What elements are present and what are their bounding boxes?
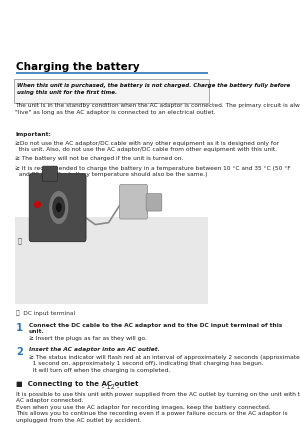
Text: ≥Do not use the AC adaptor/DC cable with any other equipment as it is designed o: ≥Do not use the AC adaptor/DC cable with… [15,141,279,152]
Text: ≥ It is recommended to charge the battery in a temperature between 10 °C and 35 : ≥ It is recommended to charge the batter… [15,166,291,177]
Text: Ⓐ  DC input terminal: Ⓐ DC input terminal [16,310,75,315]
Text: The unit is in the standby condition when the AC adaptor is connected. The prima: The unit is in the standby condition whe… [15,103,300,115]
Text: ≥ The status indicator will flash red at an interval of approximately 2 seconds : ≥ The status indicator will flash red at… [29,354,300,373]
FancyBboxPatch shape [146,194,162,211]
Text: ■  Connecting to the AC outlet: ■ Connecting to the AC outlet [16,381,139,387]
Text: It is possible to use this unit with power supplied from the AC outlet by turnin: It is possible to use this unit with pow… [16,391,300,423]
Text: 1: 1 [16,323,23,333]
Circle shape [53,197,64,218]
Text: 2: 2 [16,347,23,357]
Text: ≥ The battery will not be charged if the unit is turned on.: ≥ The battery will not be charged if the… [15,156,183,161]
Text: ≥ Insert the plugs as far as they will go.: ≥ Insert the plugs as far as they will g… [29,336,147,341]
Bar [15,217,208,304]
Text: Insert the AC adaptor into an AC outlet.: Insert the AC adaptor into an AC outlet. [29,347,160,352]
Text: Connect the DC cable to the AC adaptor and to the DC input terminal of this
unit: Connect the DC cable to the AC adaptor a… [29,323,282,335]
Text: Important:: Important: [15,132,51,137]
FancyBboxPatch shape [42,166,57,181]
Text: - 12 -: - 12 - [102,384,119,391]
Circle shape [56,204,61,212]
Text: When this unit is purchased, the battery is not charged. Charge the battery full: When this unit is purchased, the battery… [17,84,290,95]
Text: Charging the battery: Charging the battery [16,61,140,72]
FancyBboxPatch shape [119,184,148,219]
FancyBboxPatch shape [29,174,86,242]
Circle shape [50,192,68,223]
Text: Ⓐ: Ⓐ [18,238,22,244]
FancyBboxPatch shape [14,79,208,103]
